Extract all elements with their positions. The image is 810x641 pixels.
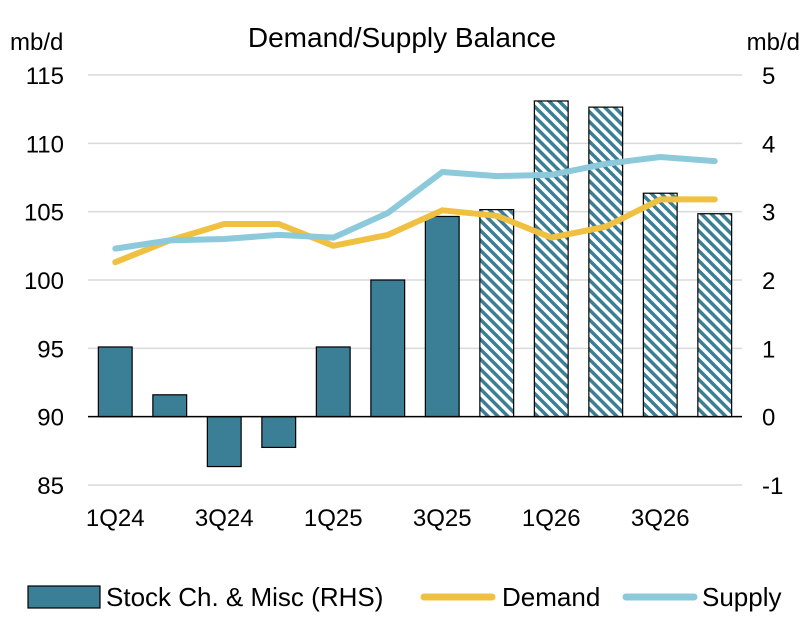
x-tick-label: 3Q24	[195, 505, 254, 532]
stock-change-bars	[97, 100, 733, 468]
left-tick-label: 85	[37, 473, 64, 500]
legend-label-supply: Supply	[702, 582, 782, 612]
left-tick-label: 110	[26, 131, 64, 158]
right-tick-label: -1	[762, 473, 783, 500]
left-tick-label: 100	[24, 268, 64, 295]
bar-1Q25	[315, 346, 351, 418]
legend: Stock Ch. & Misc (RHS) Demand Supply	[27, 582, 782, 612]
legend-item-stock-change: Stock Ch. & Misc (RHS)	[27, 582, 383, 612]
bar-4Q24	[261, 416, 297, 449]
bar-1Q24	[97, 346, 133, 418]
legend-item-demand: Demand	[420, 582, 600, 612]
right-axis-unit: mb/d	[747, 29, 800, 56]
right-tick-label: 4	[762, 131, 775, 158]
supply-line	[112, 154, 718, 252]
legend-item-supply: Supply	[622, 582, 782, 612]
bar-2Q25	[370, 279, 406, 418]
legend-label-demand: Demand	[502, 582, 600, 612]
right-tick-label: 3	[762, 200, 775, 227]
legend-label-stock-change: Stock Ch. & Misc (RHS)	[106, 582, 383, 612]
demand-line	[112, 196, 718, 266]
x-tick-label: 1Q25	[304, 505, 363, 532]
left-tick-label: 95	[37, 336, 64, 363]
left-tick-label: 105	[24, 200, 64, 227]
left-tick-label: 90	[37, 405, 64, 432]
bar-3Q25	[424, 215, 460, 418]
left-axis-ticks: 85 90 95 100 105 110 115	[24, 63, 64, 500]
right-axis-ticks: -1 0 1 2 3 4 5	[762, 63, 783, 500]
bar-3Q26	[642, 192, 678, 418]
bar-4Q25	[479, 209, 515, 418]
x-tick-label: 1Q24	[86, 505, 145, 532]
left-tick-label: 115	[26, 63, 64, 90]
bar-3Q24	[206, 416, 242, 468]
x-tick-label: 3Q26	[631, 505, 690, 532]
bar-2Q26	[588, 106, 624, 418]
x-tick-label: 3Q25	[413, 505, 472, 532]
left-axis-unit: mb/d	[10, 29, 63, 56]
x-tick-label: 1Q26	[522, 505, 581, 532]
demand-supply-lines	[112, 154, 718, 266]
bar-2Q24	[152, 394, 188, 418]
right-tick-label: 0	[762, 405, 775, 432]
right-tick-label: 1	[762, 336, 775, 363]
right-tick-label: 5	[762, 63, 775, 90]
chart-title: Demand/Supply Balance	[248, 22, 556, 53]
right-tick-label: 2	[762, 268, 775, 295]
x-axis-ticks: 1Q24 3Q24 1Q25 3Q25 1Q26 3Q26	[86, 505, 690, 532]
bar-4Q26	[697, 213, 733, 418]
bar-1Q26	[533, 100, 569, 418]
legend-swatch-stock-change	[27, 585, 101, 609]
